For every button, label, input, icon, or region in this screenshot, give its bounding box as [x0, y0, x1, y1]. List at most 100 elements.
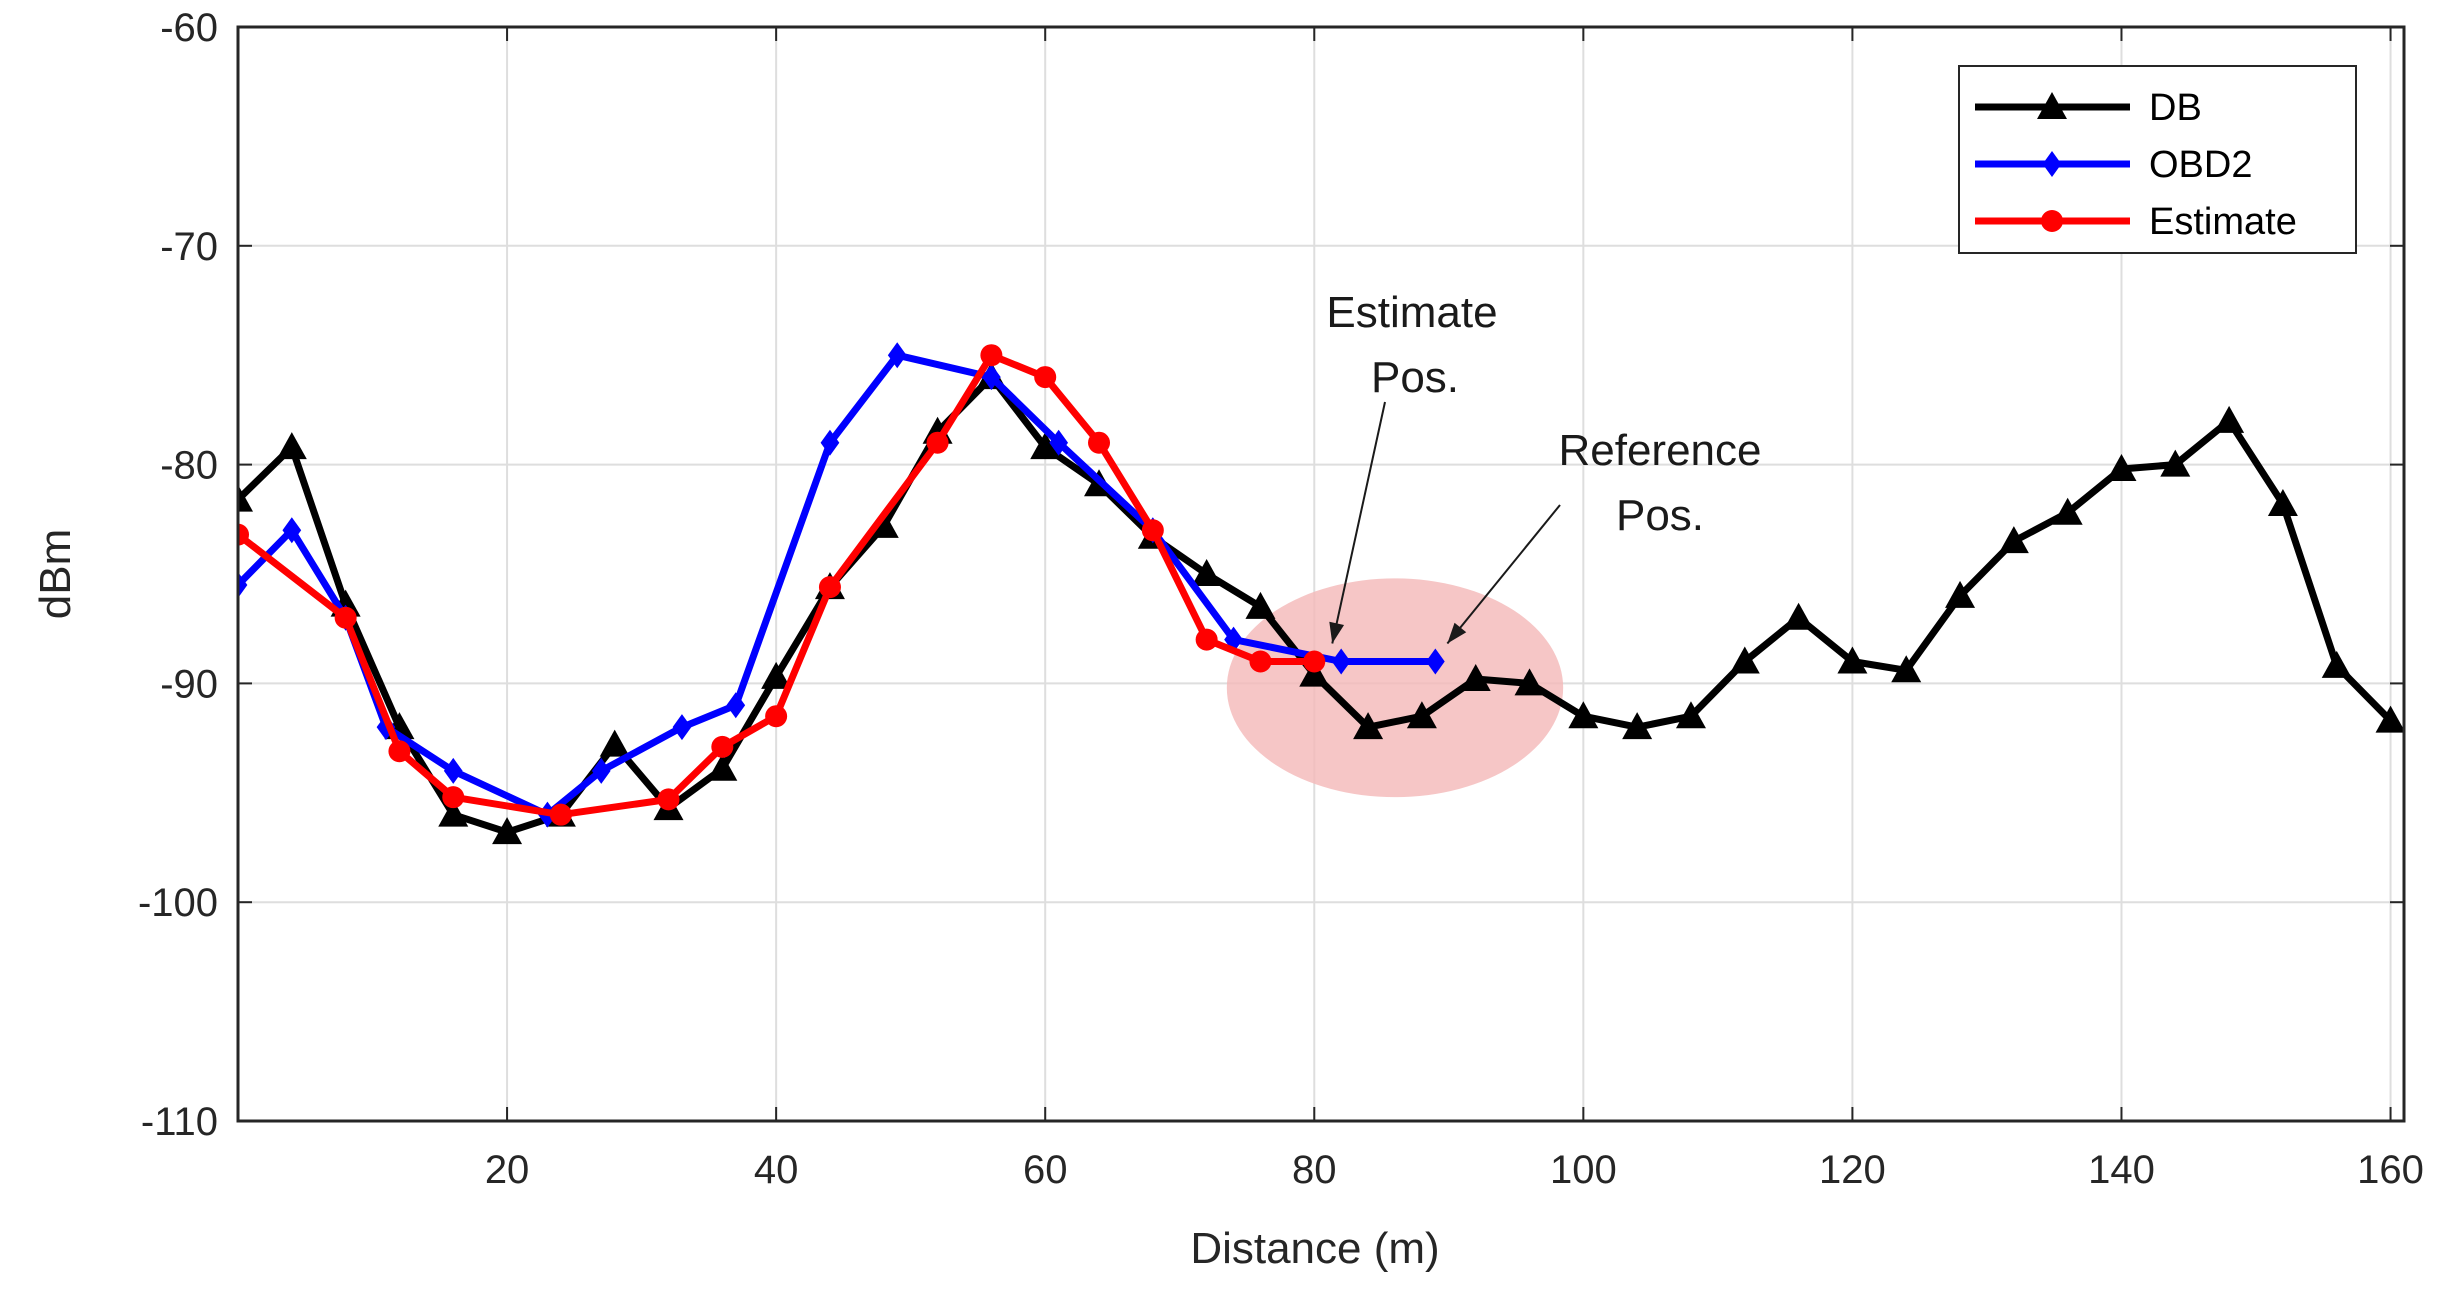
data-point-estimate: [711, 735, 734, 758]
annotation-reference-pos-line1: Reference: [1558, 426, 1761, 475]
data-point-db: [1783, 602, 1814, 630]
data-point-db: [1514, 668, 1545, 696]
data-point-db: [1191, 559, 1222, 586]
data-point-db: [1406, 701, 1437, 729]
series-group: [238, 342, 2404, 845]
annotation-arrowhead-estimate: [1329, 621, 1345, 644]
series-estimate: [238, 344, 1326, 826]
data-point-db: [238, 484, 253, 512]
plot-frame: [236, 25, 2406, 1123]
y-tick-label: -70: [160, 225, 218, 269]
data-point-estimate: [1249, 650, 1272, 673]
data-point-obd2: [1331, 648, 1351, 675]
data-point-db: [1945, 580, 1976, 608]
data-point-estimate: [1141, 519, 1164, 542]
axis-ticks: [238, 26, 2404, 1122]
y-tick-label: -110: [141, 1100, 218, 1144]
x-tick-label: 120: [1819, 1148, 1886, 1192]
tick-labels: 20 40 60 80 100 120 140 160 -60 -70 -80 -90 -100 -110: [138, 6, 2424, 1192]
data-point-db: [868, 510, 899, 538]
data-point-db: [1245, 591, 1276, 619]
legend-label-db: DB: [2149, 87, 2202, 129]
data-point-estimate: [980, 344, 1003, 367]
data-point-estimate: [238, 523, 249, 546]
y-axis-title: dBm: [31, 529, 80, 619]
data-point-db: [1299, 659, 1330, 687]
x-axis-title: Distance (m): [1190, 1224, 1439, 1273]
annotation-arrow-reference: [1446, 504, 1561, 645]
x-tick-label: 100: [1550, 1148, 1617, 1192]
data-point-db: [438, 799, 469, 827]
annotation-estimate-pos-line1: Estimate: [1326, 288, 1497, 337]
annotation-reference-pos-line2: Pos.: [1616, 491, 1704, 540]
data-point-db: [1460, 664, 1491, 692]
highlight-region: [1226, 578, 1564, 798]
annotations: Estimate Pos. Reference Pos.: [1326, 288, 1762, 645]
annotation-estimate-pos-line2: Pos.: [1371, 353, 1459, 402]
data-point-obd2: [982, 364, 1001, 391]
annotation-arrowhead-reference: [1447, 622, 1467, 644]
data-point-db: [2321, 650, 2352, 678]
x-tick-label: 60: [1023, 1148, 1068, 1192]
data-point-db: [2214, 405, 2245, 433]
data-point-estimate: [657, 788, 680, 811]
data-point-estimate: [926, 431, 949, 454]
legend-marker-db: [2037, 92, 2067, 119]
legend-label-estimate: Estimate: [2149, 201, 2297, 243]
legend-label-obd2: OBD2: [2149, 144, 2252, 186]
data-point-db: [1568, 701, 1599, 729]
x-tick-label: 80: [1292, 1148, 1337, 1192]
data-point-db: [1891, 655, 1922, 683]
data-point-db: [1353, 712, 1384, 740]
data-point-db: [2052, 497, 2083, 525]
data-point-estimate: [1303, 650, 1326, 673]
y-tick-label: -90: [160, 662, 218, 706]
data-point-db: [2267, 488, 2298, 516]
data-point-obd2: [238, 571, 248, 598]
data-point-db: [599, 729, 630, 757]
data-point-db: [1622, 712, 1653, 740]
data-point-db: [276, 432, 307, 460]
data-point-db: [1837, 646, 1868, 674]
data-point-obd2: [726, 692, 746, 719]
data-point-db: [707, 753, 738, 781]
y-tick-label: -80: [160, 444, 218, 488]
x-tick-label: 40: [754, 1148, 799, 1192]
data-point-estimate: [549, 803, 572, 826]
data-point-obd2: [591, 757, 611, 784]
data-point-estimate: [1034, 366, 1057, 389]
data-point-db: [1729, 646, 1760, 674]
annotation-arrow-estimate: [1331, 401, 1386, 644]
data-point-db: [2106, 453, 2137, 481]
data-point-db: [1998, 526, 2029, 554]
data-point-estimate: [765, 705, 788, 728]
data-point-db: [761, 661, 792, 689]
data-point-obd2: [1049, 429, 1069, 456]
data-point-estimate: [442, 786, 465, 809]
data-point-obd2: [1425, 648, 1445, 675]
data-point-db: [1030, 432, 1061, 460]
highlight-ellipse: [1226, 578, 1564, 798]
x-tick-label: 160: [2357, 1148, 2424, 1192]
data-point-db: [492, 817, 523, 845]
data-point-db: [2375, 705, 2404, 733]
data-point-estimate: [1088, 431, 1111, 454]
data-point-estimate: [1195, 628, 1218, 651]
data-point-obd2: [887, 342, 907, 369]
data-point-obd2: [672, 714, 692, 741]
data-point-obd2: [443, 757, 463, 784]
legend: DB OBD2 Estimate: [1958, 65, 2357, 254]
x-tick-label: 20: [485, 1148, 530, 1192]
data-point-estimate: [388, 740, 411, 763]
y-tick-label: -100: [138, 881, 218, 925]
data-point-db: [1675, 701, 1706, 729]
data-point-estimate: [818, 576, 841, 599]
data-point-obd2: [282, 517, 302, 544]
legend-marks: [1975, 92, 2130, 232]
data-point-db: [2160, 449, 2191, 477]
legend-marker-obd2: [2042, 151, 2062, 177]
legend-marker-estimate: [2041, 210, 2063, 232]
x-tick-label: 140: [2088, 1148, 2155, 1192]
y-tick-label: -60: [160, 6, 218, 50]
